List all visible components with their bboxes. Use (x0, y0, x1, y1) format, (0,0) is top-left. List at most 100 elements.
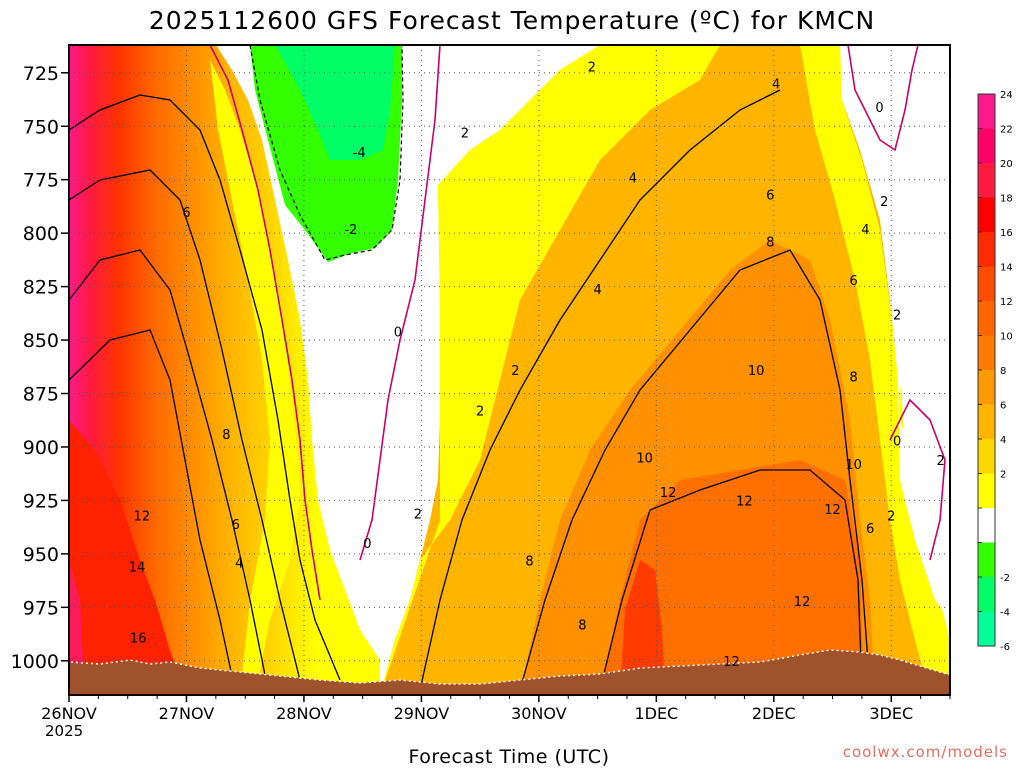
colorbar-bin (978, 266, 995, 302)
x-tick-label: 28NOV (276, 704, 332, 723)
credit-label: coolwx.com/models (843, 743, 1008, 761)
hottest-core-early (69, 560, 85, 695)
terrain (69, 649, 950, 695)
colorbar-bin (978, 128, 995, 164)
x-axis-label: Forecast Time (UTC) (409, 746, 610, 768)
hot-core-early (69, 420, 185, 695)
contour-label: 12 (736, 494, 753, 509)
x-tick-label: 29NOV (394, 704, 450, 723)
contour-label: 4 (963, 169, 971, 184)
colorbar-tick-label: 24 (1000, 90, 1013, 101)
colorbar-bin (978, 163, 995, 198)
contour-label: 6 (232, 518, 240, 533)
y-tick-label: 725 (23, 63, 59, 85)
colorbar-tick-label: 12 (1000, 297, 1013, 308)
contour-label: 0 (363, 537, 371, 552)
contour-label: 2 (936, 454, 944, 469)
colorbar-tick-label: 20 (1000, 159, 1013, 170)
contour-label: 2 (880, 195, 888, 210)
contour-label: 8 (222, 428, 230, 443)
hot-core-late (620, 560, 665, 695)
y-tick-label: 875 (23, 384, 59, 406)
grid-lines (69, 45, 950, 695)
contour-label: 4 (772, 77, 780, 92)
contour-lines (69, 89, 871, 691)
colorbar-bin (978, 439, 995, 474)
yellow-late (380, 45, 720, 695)
contour-label: 2 (588, 60, 596, 75)
yellow-mid (210, 60, 300, 695)
colorbar-tick-label: 18 (1000, 194, 1013, 205)
contour-label: 2 (414, 507, 422, 522)
contour-label: 0 (875, 101, 883, 116)
colorbar-bin (978, 577, 995, 612)
contour-label: 8 (578, 618, 586, 633)
colorbar-bin (978, 94, 995, 129)
contour-label: -2 (344, 223, 357, 238)
colorbar-bin (978, 473, 995, 509)
y-tick-label: 750 (23, 116, 59, 138)
white-east (840, 45, 950, 620)
contour-label: 0 (893, 435, 901, 450)
contour-label: 2 (887, 509, 895, 524)
colorbar-bin (978, 301, 995, 336)
colorbar-tick-label: 14 (1000, 263, 1013, 274)
chart-title: 2025112600 GFS Forecast Temperature (ºC)… (149, 6, 875, 35)
colorbar-tick-label: 2 (1000, 470, 1006, 481)
yellow-east (800, 45, 950, 695)
x-tick-label: 1DEC (634, 704, 678, 723)
y-tick-label: 850 (23, 330, 59, 352)
colorbar-tick-label: -2 (1000, 573, 1010, 584)
colorbar-bin (978, 404, 995, 440)
contour-label: 10 (748, 364, 765, 379)
x-axis: 26NOV 27NOV 28NOV 29NOV 30NOV 1DEC 2DEC 3DEC (41, 695, 951, 723)
contour-label: 2 (893, 308, 901, 323)
contour-label: 2 (511, 364, 519, 379)
colorbar-bin (978, 197, 995, 233)
red-core-late (600, 460, 865, 695)
contour-label: 4 (593, 283, 601, 298)
colorbar-tick-label: 16 (1000, 228, 1013, 239)
contour-label: 0 (394, 326, 402, 341)
y-tick-label: 1000 (11, 651, 59, 673)
colorbar-tick-label: 6 (1000, 401, 1006, 412)
colorbar-tick-label: 4 (1000, 435, 1006, 446)
contour-label: 10 (845, 458, 862, 473)
colorbar-bin (978, 611, 995, 647)
colorbar-bin (978, 508, 995, 543)
contour-label: -4 (353, 146, 366, 161)
contour-label: 12 (723, 655, 740, 670)
y-tick-label: 950 (23, 544, 59, 566)
contour-label: 8 (850, 370, 858, 385)
contour-label: 6 (766, 189, 774, 204)
x-tick-label: 27NOV (159, 704, 215, 723)
y-tick-label: 925 (23, 490, 59, 512)
y-tick-label: 800 (23, 223, 59, 245)
contour-label: 6 (182, 206, 190, 221)
colorbar-bin (978, 542, 995, 578)
colorbar-tick-label: 8 (1000, 366, 1006, 377)
contour-label: 2 (461, 127, 469, 142)
colorbar-tick-label: 10 (1000, 332, 1013, 343)
x-tick-label: 30NOV (511, 704, 567, 723)
contour-label: 4 (629, 172, 637, 187)
contour-label: 8 (525, 554, 533, 569)
colorbar-tick-label: -6 (1000, 642, 1010, 653)
colorbar-bin (978, 232, 995, 267)
colorbar-bin (978, 370, 995, 405)
x-tick-label: 26NOV (41, 704, 97, 723)
y-tick-label: 825 (23, 277, 59, 299)
y-axis: 725 750 775 800 825 850 875 900 925 950 975 1000 (11, 63, 69, 673)
contour-label: 12 (660, 486, 677, 501)
colorbar: 24 22 20 18 16 14 12 10 8 6 4 2 -2 -4 -6 (977, 90, 1013, 653)
x-tick-label: 3DEC (869, 704, 913, 723)
contour-label: 6 (850, 274, 858, 289)
contour-label: 8 (766, 236, 774, 251)
x-tick-label: 2DEC (752, 704, 796, 723)
contour-label: 14 (129, 561, 146, 576)
bright-green-core (275, 45, 395, 160)
contour-label: 10 (636, 452, 653, 467)
contour-label: 12 (134, 509, 151, 524)
